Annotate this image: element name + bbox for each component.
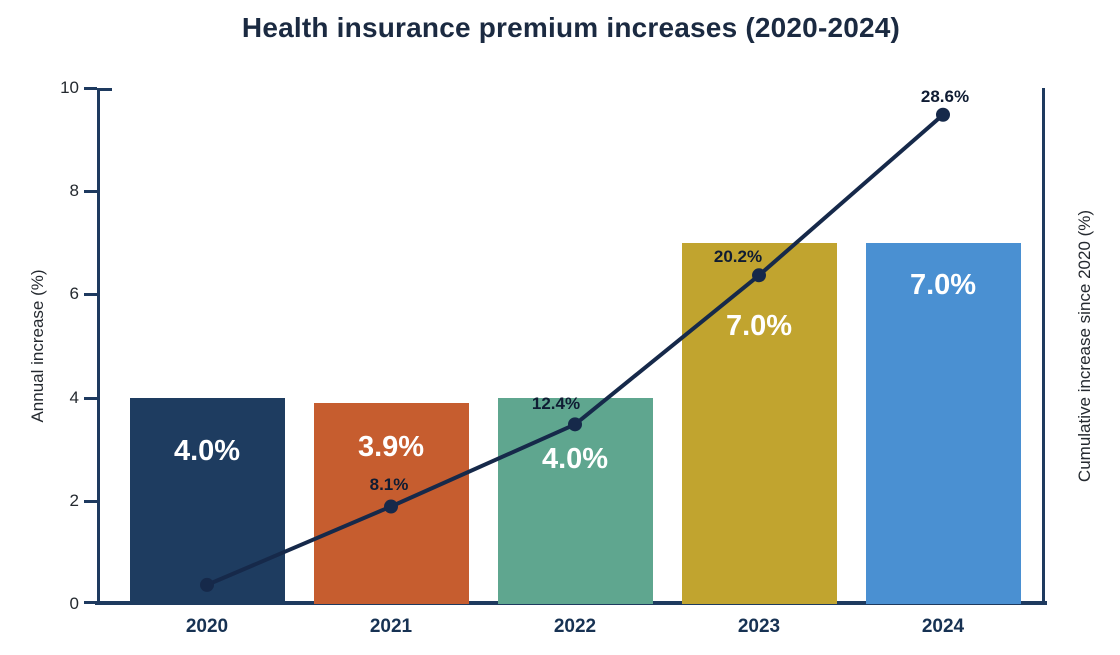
line-point-2024: [936, 107, 950, 122]
bar-value-label-2022: 4.0%: [541, 442, 609, 475]
x-axis-label-2022: 2022: [553, 616, 597, 637]
y-axis-tick-label-0: 0: [69, 594, 79, 613]
plot-area: 4.0% 2020 3.9% 2021 4.0% 2022 7.0% 2023 7.0% 2024…: [60, 78, 1047, 637]
bar-2022: [497, 397, 653, 604]
bar-value-label-2021: 3.9%: [357, 430, 425, 463]
line-value-label-2022: 12.4%: [531, 394, 581, 414]
x-axis-label-2024: 2024: [921, 616, 965, 637]
y-axis-tick-label-6: 6: [69, 284, 79, 304]
x-axis-label-2021: 2021: [369, 616, 413, 637]
line-value-label-2021: 8.1%: [369, 474, 409, 494]
y-axis-tick-4: [84, 396, 97, 400]
y-axis-tick-label-10: 10: [60, 78, 79, 97]
bar-2020: [129, 397, 285, 604]
x-axis-label-2020: 2020: [185, 616, 229, 637]
y-axis-tick-label-4: 4: [69, 387, 79, 407]
bar-value-label-2023: 7.0%: [725, 309, 793, 342]
bar-value-label-2020: 4.0%: [173, 434, 241, 467]
line-value-label-2023: 20.2%: [713, 247, 763, 267]
line-value-label-2024: 28.6%: [920, 86, 970, 106]
bar-value-label-2024: 7.0%: [909, 268, 977, 301]
left-axis-line: [97, 88, 100, 604]
y-axis-tick-8: [84, 190, 97, 194]
left-axis-top-tick: [97, 88, 112, 91]
y-axis-tick-0: [84, 601, 97, 604]
bar-2023: [681, 242, 837, 604]
y-axis-tick-label-2: 2: [69, 490, 79, 510]
y-axis-tick-6: [84, 293, 97, 297]
right-axis-line: [1042, 88, 1045, 604]
y-axis-tick-10: [84, 87, 97, 90]
y-axis-tick-2: [84, 499, 97, 503]
right-axis-title: Cumulative increase since 2020 (%): [1075, 209, 1094, 483]
left-axis-title: Annual increase (%): [28, 269, 47, 423]
y-axis-tick-label-8: 8: [69, 181, 79, 201]
x-axis-label-2023: 2023: [737, 616, 781, 637]
chart-title: Health insurance premium increases (2020…: [241, 12, 901, 43]
